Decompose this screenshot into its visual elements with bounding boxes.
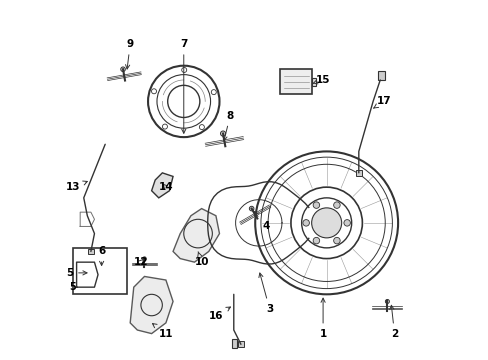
Circle shape — [343, 220, 350, 226]
Text: 17: 17 — [373, 96, 390, 108]
Text: 9: 9 — [125, 39, 134, 69]
Polygon shape — [173, 208, 219, 262]
Polygon shape — [130, 276, 173, 334]
Circle shape — [312, 202, 319, 208]
Text: 3: 3 — [258, 273, 273, 314]
Polygon shape — [151, 173, 173, 198]
Bar — [312, 78, 316, 86]
Text: 15: 15 — [312, 75, 330, 85]
Circle shape — [333, 202, 340, 208]
Circle shape — [220, 131, 225, 136]
Circle shape — [121, 67, 125, 72]
Text: 5: 5 — [66, 268, 87, 278]
Circle shape — [312, 237, 319, 244]
Circle shape — [333, 237, 340, 244]
Circle shape — [385, 300, 388, 303]
Text: 16: 16 — [208, 307, 230, 321]
Circle shape — [249, 206, 253, 211]
Circle shape — [311, 208, 341, 238]
Bar — [238, 342, 244, 347]
Bar — [73, 248, 126, 294]
Text: 4: 4 — [254, 212, 269, 231]
Bar — [88, 249, 94, 254]
Text: 7: 7 — [180, 39, 187, 133]
Text: 1: 1 — [319, 298, 326, 339]
Text: 2: 2 — [389, 305, 397, 339]
Circle shape — [142, 257, 146, 260]
Text: 12: 12 — [133, 257, 148, 267]
Bar — [355, 170, 361, 176]
Text: 8: 8 — [223, 111, 233, 140]
Bar — [280, 69, 312, 94]
Text: 10: 10 — [194, 252, 208, 267]
Text: 5: 5 — [69, 282, 76, 292]
Bar — [231, 339, 237, 348]
Text: 11: 11 — [152, 324, 173, 339]
Text: 14: 14 — [158, 182, 173, 192]
Circle shape — [302, 220, 309, 226]
Text: 13: 13 — [66, 181, 87, 192]
Text: 6: 6 — [98, 247, 105, 265]
Bar — [378, 71, 384, 80]
